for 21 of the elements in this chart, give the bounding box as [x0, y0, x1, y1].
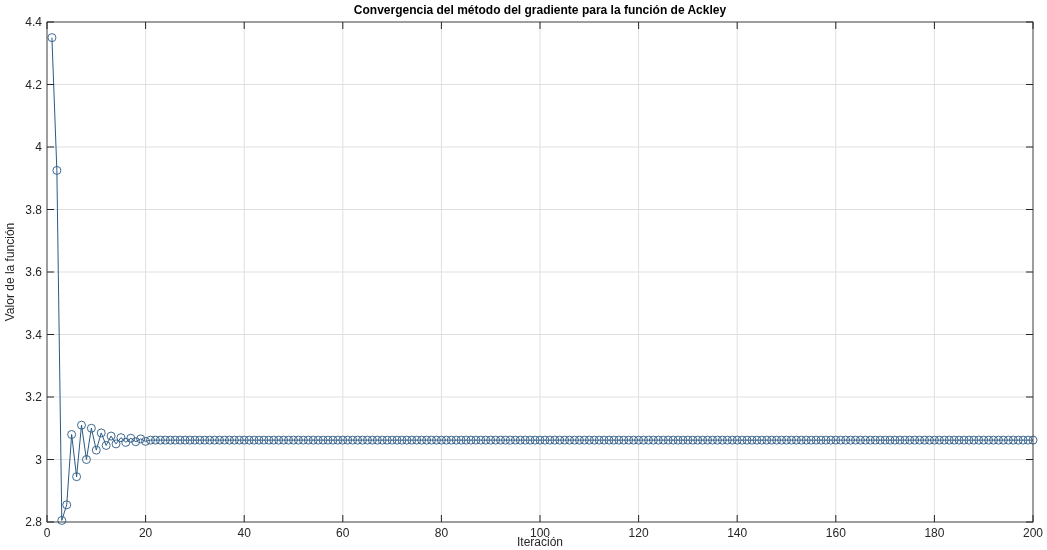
y-tick-label: 4.4 [25, 15, 43, 29]
x-tick-label: 120 [628, 526, 649, 540]
y-tick-label: 3.2 [25, 390, 43, 404]
x-tick-label: 60 [336, 526, 350, 540]
x-tick-label: 20 [138, 526, 153, 540]
x-tick-label: 200 [1022, 526, 1044, 540]
y-tick-label: 2.8 [25, 515, 43, 529]
x-tick-label: 40 [237, 526, 252, 540]
chart-title: Convergencia del método del gradiente para la función de Ackley [353, 3, 727, 17]
y-tick-label: 3.8 [25, 202, 43, 217]
x-tick-label: 80 [434, 526, 449, 540]
y-tick-label: 4 [35, 140, 43, 154]
y-tick-label: 3.6 [25, 265, 43, 279]
y-tick-label: 3 [35, 452, 43, 467]
x-tick-label: 160 [825, 526, 847, 540]
y-tick-label: 3.4 [25, 327, 43, 342]
x-tick-label: 0 [43, 526, 51, 540]
x-tick-label: 180 [924, 526, 945, 540]
x-tick-label: 140 [727, 526, 748, 540]
y-tick-label: 4.2 [25, 77, 43, 92]
y-axis-title: Valor de la función [3, 222, 17, 322]
